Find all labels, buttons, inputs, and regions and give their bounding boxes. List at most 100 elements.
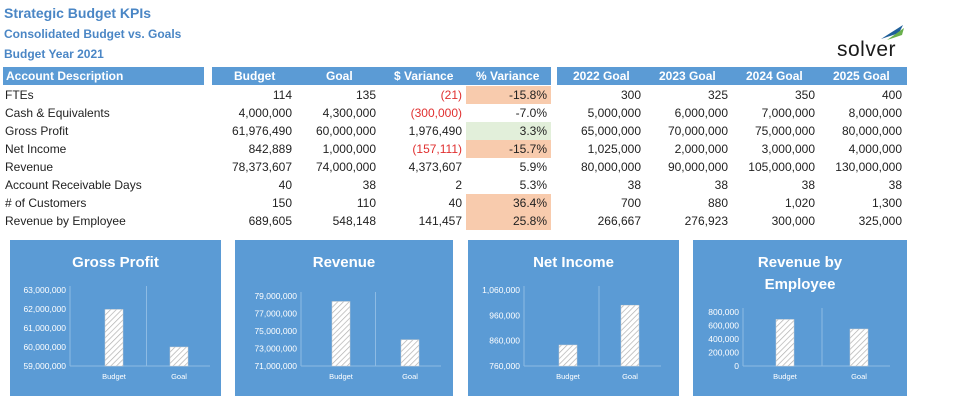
revenue-by-employee-chart: 0 200,000 400,000 600,000 800,000 Budget Goal xyxy=(708,307,890,381)
cell-pct-variance: -15.8% xyxy=(466,86,551,104)
row-label: Cash & Equivalents xyxy=(5,106,110,120)
cell-2023: 880 xyxy=(707,196,728,210)
cell-2025: 325,000 xyxy=(858,214,902,228)
budget-bar xyxy=(104,309,124,367)
cell-2025: 1,300 xyxy=(871,196,902,210)
cell-pct-variance: 5.3% xyxy=(519,178,547,192)
cell-2025: 130,000,000 xyxy=(835,160,902,174)
y-tick-label: 62,000,000 xyxy=(23,304,66,314)
col-header-2025: 2025 Goal xyxy=(833,69,890,83)
cell-budget: 150 xyxy=(271,196,292,210)
y-tick-label: 61,000,000 xyxy=(23,323,66,333)
cell-2024: 105,000,000 xyxy=(748,160,815,174)
cell-pct-variance: 36.4% xyxy=(466,194,551,212)
cell-pct-variance: 3.3% xyxy=(466,122,551,140)
y-tick-label: 75,000,000 xyxy=(254,326,297,336)
solver-logo: solver xyxy=(837,22,907,62)
net-income-chart: 760,000 860,000 960,000 1,060,000 Budget Goal xyxy=(482,285,661,381)
goal-bar xyxy=(620,304,640,367)
table-header-future: 2022 Goal 2023 Goal 2024 Goal 2025 Goal xyxy=(557,67,907,85)
row-label: Revenue by Employee xyxy=(5,214,126,228)
x-tick-label: Goal xyxy=(851,372,867,381)
gross-profit-chart-panel: Gross Profit 59,000,000 60,000,000 61,000,… xyxy=(10,240,221,396)
col-header-2022: 2022 Goal xyxy=(573,69,630,83)
cell-goal: 74,000,000 xyxy=(315,160,376,174)
chart-title: Gross Profit xyxy=(72,254,159,271)
x-tick-label: Budget xyxy=(556,372,581,381)
budget-bar xyxy=(775,319,795,367)
cell-2022: 266,667 xyxy=(597,214,641,228)
cell-variance: (300,000) xyxy=(410,106,462,120)
table-row: Revenue 78,373,607 74,000,000 4,373,607 … xyxy=(0,158,955,176)
report-title: Strategic Budget KPIs xyxy=(4,5,152,21)
y-tick-label: 77,000,000 xyxy=(254,309,297,319)
budget-bar xyxy=(558,344,578,367)
cell-2023: 70,000,000 xyxy=(667,124,728,138)
cell-pct-variance: 25.8% xyxy=(466,212,551,230)
cell-2025: 8,000,000 xyxy=(848,106,902,120)
col-header-account: Account Description xyxy=(6,69,124,83)
y-tick-label: 0 xyxy=(734,361,739,371)
cell-2024: 38 xyxy=(801,178,815,192)
y-tick-label: 600,000 xyxy=(708,321,739,331)
table-row: Net Income 842,889 1,000,000 (157,111) -… xyxy=(0,140,955,158)
y-tick-label: 800,000 xyxy=(708,307,739,317)
cell-2023: 325 xyxy=(707,88,728,102)
budget-year: Budget Year 2021 xyxy=(4,47,104,61)
cell-pct-variance: 5.9% xyxy=(519,160,547,174)
col-header-2023: 2023 Goal xyxy=(659,69,716,83)
cell-2024: 350 xyxy=(794,88,815,102)
table-header-account: Account Description xyxy=(3,67,204,85)
cell-pct-variance: -15.7% xyxy=(466,140,551,158)
logo-text: solver xyxy=(837,38,897,61)
x-tick-label: Budget xyxy=(773,372,798,381)
chart-title: Revenue xyxy=(312,254,376,271)
cell-budget: 78,373,607 xyxy=(231,160,292,174)
row-label: FTEs xyxy=(5,88,34,102)
cell-2023: 276,923 xyxy=(684,214,728,228)
cell-2024: 7,000,000 xyxy=(761,106,815,120)
cell-2024: 1,020 xyxy=(784,196,815,210)
y-tick-label: 1,060,000 xyxy=(482,285,520,295)
cell-variance: 2 xyxy=(455,178,462,192)
x-tick-label: Budget xyxy=(329,372,354,381)
revenue-chart-panel: Revenue 71,000,000 73,000,000 75,000,000 77… xyxy=(235,240,453,396)
cell-goal: 60,000,000 xyxy=(315,124,376,138)
cell-goal: 548,148 xyxy=(332,214,376,228)
goal-bar xyxy=(849,328,869,367)
col-header-pct-variance: % Variance xyxy=(476,69,540,83)
col-header-goal: Goal xyxy=(326,69,353,83)
chart-title: Revenue by Employee xyxy=(757,254,843,293)
cell-budget: 61,976,490 xyxy=(231,124,292,138)
y-tick-label: 960,000 xyxy=(489,310,520,320)
cell-variance: 1,976,490 xyxy=(408,124,462,138)
y-tick-label: 59,000,000 xyxy=(23,361,66,371)
goal-bar xyxy=(169,346,189,367)
cell-budget: 40 xyxy=(278,178,292,192)
solver-logo-icon xyxy=(881,25,904,40)
cell-2023: 6,000,000 xyxy=(674,106,728,120)
cell-2022: 5,000,000 xyxy=(587,106,641,120)
gross-profit-chart: 59,000,000 60,000,000 61,000,000 62,000,000… xyxy=(23,285,210,381)
cell-goal: 4,300,000 xyxy=(322,106,376,120)
cell-pct-variance: -7.0% xyxy=(515,106,547,120)
y-tick-label: 60,000,000 xyxy=(23,342,66,352)
y-tick-label: 79,000,000 xyxy=(254,291,297,301)
cell-2024: 75,000,000 xyxy=(754,124,815,138)
x-tick-label: Goal xyxy=(402,372,418,381)
col-header-budget: Budget xyxy=(234,69,276,83)
revenue-chart: 71,000,000 73,000,000 75,000,000 77,000,000… xyxy=(254,291,441,381)
y-tick-label: 200,000 xyxy=(708,348,739,358)
cell-goal: 38 xyxy=(362,178,376,192)
revenue-by-employee-chart-panel: Revenue by Employee 0 200,000 400,000 600,0… xyxy=(693,240,907,396)
cell-variance: 141,457 xyxy=(418,214,462,228)
cell-2023: 90,000,000 xyxy=(667,160,728,174)
cell-2022: 1,025,000 xyxy=(587,142,641,156)
row-label: Net Income xyxy=(5,142,67,156)
cell-2023: 2,000,000 xyxy=(674,142,728,156)
cell-2025: 38 xyxy=(888,178,902,192)
cell-2022: 38 xyxy=(627,178,641,192)
cell-2022: 700 xyxy=(620,196,641,210)
cell-2022: 65,000,000 xyxy=(580,124,641,138)
col-header-variance: $ Variance xyxy=(394,69,454,83)
